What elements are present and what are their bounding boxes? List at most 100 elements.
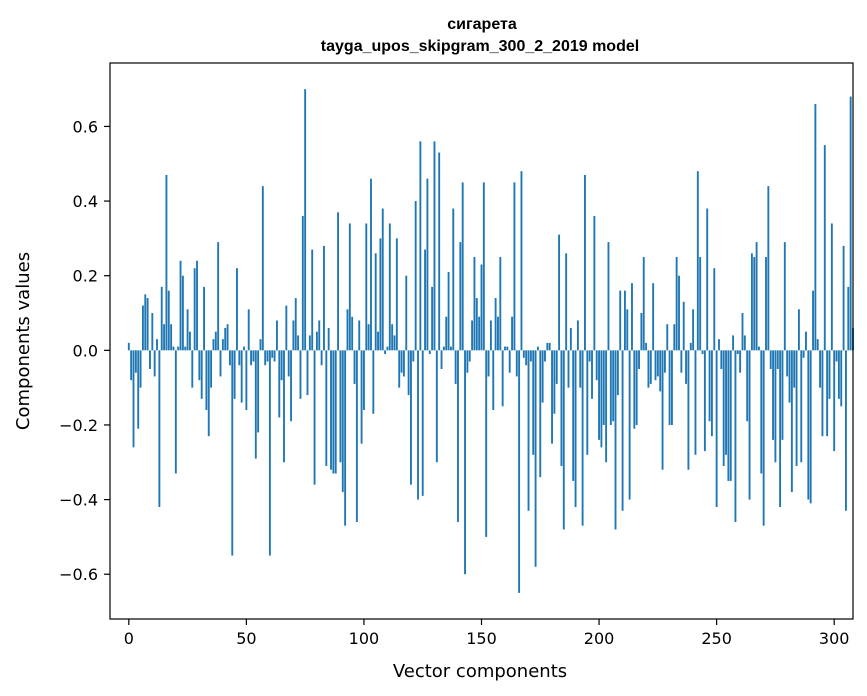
bar-139 — [454, 350, 457, 384]
bar-273 — [769, 350, 772, 369]
bar-169 — [525, 350, 528, 366]
bar-100 — [363, 350, 365, 411]
bar-300 — [833, 350, 836, 452]
bar-29 — [196, 260, 198, 351]
bar-1 — [130, 350, 133, 381]
bar-112 — [391, 324, 394, 351]
bar-90 — [339, 350, 342, 463]
bar-44 — [231, 350, 234, 556]
bar-187 — [567, 350, 570, 388]
bar-261 — [741, 313, 744, 351]
bar-196 — [588, 350, 591, 362]
bar-9 — [149, 350, 151, 369]
bar-177 — [544, 350, 546, 362]
bar-259 — [736, 350, 739, 355]
bar-63 — [276, 320, 278, 351]
bar-92 — [344, 350, 347, 526]
bar-200 — [598, 350, 600, 440]
bar-117 — [402, 350, 405, 377]
bar-257 — [732, 335, 735, 351]
bar-25 — [186, 309, 189, 351]
bar-47 — [238, 350, 241, 366]
bar-225 — [656, 350, 659, 377]
bar-87 — [332, 350, 335, 474]
bar-270 — [762, 350, 765, 526]
bar-8 — [146, 298, 149, 351]
bar-157 — [497, 316, 499, 351]
bar-271 — [765, 257, 767, 351]
bar-303 — [840, 350, 843, 407]
bar-291 — [812, 290, 814, 351]
bars — [127, 89, 854, 593]
bar-143 — [464, 350, 466, 575]
bar-61 — [271, 350, 274, 358]
bar-162 — [508, 350, 511, 373]
bar-23 — [181, 275, 184, 351]
bar-53 — [252, 350, 255, 362]
bar-10 — [151, 313, 154, 351]
bar-272 — [767, 186, 770, 351]
bar-57 — [261, 186, 264, 351]
bar-160 — [504, 346, 506, 351]
bar-206 — [612, 350, 615, 422]
bar-194 — [584, 174, 586, 351]
bar-134 — [442, 346, 445, 351]
bar-94 — [348, 223, 351, 351]
bar-148 — [475, 298, 478, 351]
bar-5 — [139, 350, 142, 388]
bar-11 — [153, 350, 156, 377]
bar-105 — [374, 253, 377, 351]
bar-183 — [558, 234, 561, 351]
bar-287 — [802, 350, 805, 358]
bar-65 — [280, 350, 283, 381]
bar-130 — [433, 141, 436, 351]
bar-181 — [553, 350, 556, 414]
bar-158 — [499, 257, 502, 351]
bar-229 — [666, 324, 669, 351]
x-axis-label: Vector components — [393, 661, 567, 682]
bar-55 — [257, 350, 260, 433]
bar-231 — [671, 350, 673, 425]
bar-20 — [174, 350, 177, 474]
bar-253 — [722, 350, 725, 467]
bar-48 — [240, 350, 243, 403]
bar-122 — [414, 201, 417, 351]
bar-221 — [647, 350, 650, 388]
bar-226 — [659, 350, 662, 392]
bar-292 — [814, 104, 817, 351]
bar-35 — [210, 350, 213, 388]
bar-301 — [835, 350, 838, 362]
bar-36 — [212, 339, 215, 351]
bar-118 — [405, 275, 408, 351]
x-tick-label: 250 — [701, 629, 732, 648]
bar-250 — [715, 350, 718, 508]
bar-95 — [351, 316, 354, 351]
bar-188 — [569, 327, 572, 351]
bar-0 — [127, 342, 130, 351]
bar-208 — [616, 350, 619, 396]
x-tick-label: 200 — [584, 629, 615, 648]
bar-252 — [720, 350, 723, 369]
bar-242 — [696, 171, 699, 351]
bar-78 — [311, 249, 314, 351]
bar-85 — [327, 327, 330, 351]
bar-104 — [372, 350, 375, 414]
bar-236 — [682, 301, 685, 351]
bar-237 — [685, 350, 687, 384]
bar-198 — [593, 215, 596, 351]
bar-22 — [179, 260, 182, 351]
bar-38 — [217, 242, 220, 351]
bar-276 — [776, 350, 779, 369]
bar-256 — [729, 350, 732, 481]
bar-68 — [287, 350, 290, 377]
bar-26 — [189, 331, 191, 351]
bar-102 — [367, 324, 370, 351]
bar-299 — [830, 223, 833, 351]
bar-296 — [823, 145, 826, 351]
bar-49 — [243, 346, 245, 351]
bar-147 — [473, 257, 476, 351]
bar-106 — [377, 331, 379, 351]
bar-285 — [797, 309, 800, 351]
bar-60 — [268, 350, 271, 556]
bar-12 — [156, 339, 158, 351]
